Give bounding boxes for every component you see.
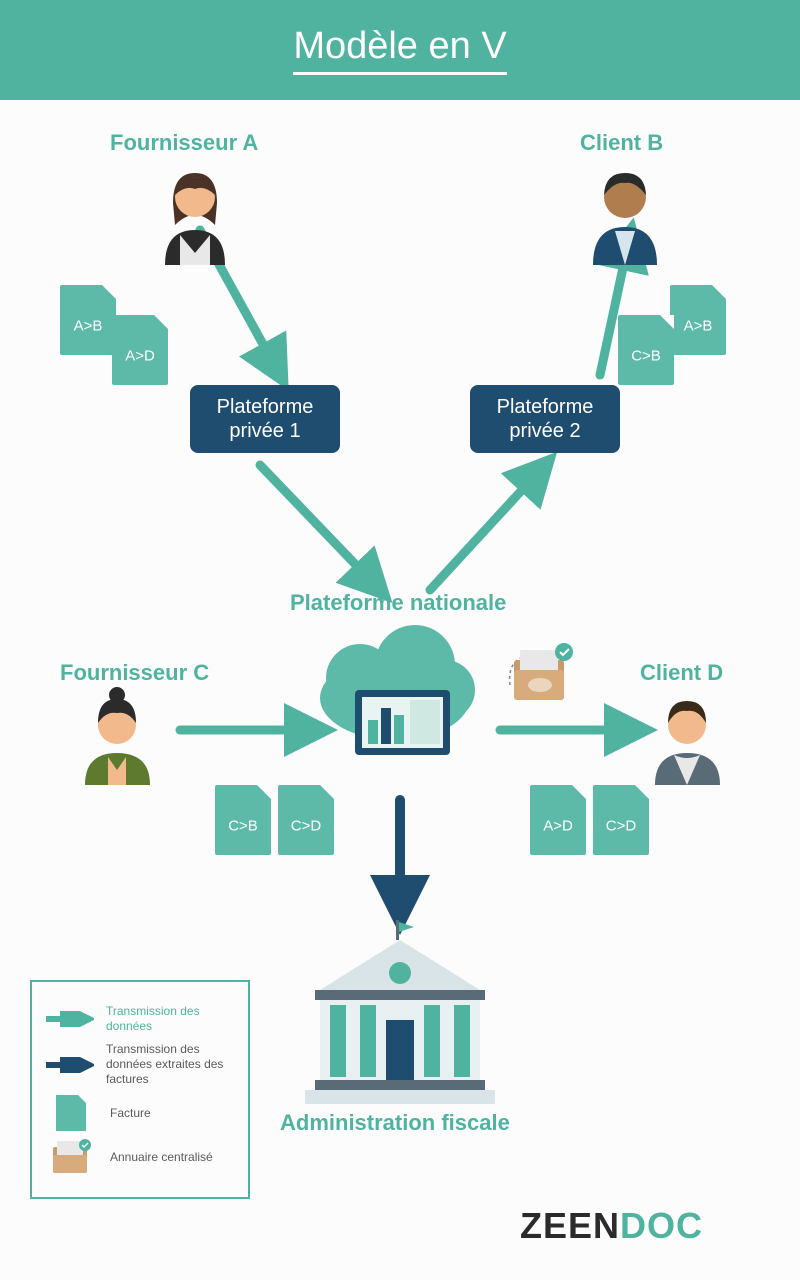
invoice-doc: C>D <box>593 785 649 855</box>
doc-icon <box>44 1095 98 1131</box>
client-d-label: Client D <box>640 660 723 686</box>
invoice-doc: C>B <box>618 315 674 385</box>
diagram-canvas: Fournisseur A Client B Fournisseur C Cli… <box>0 100 800 1280</box>
logo-part-2: DOC <box>620 1205 703 1246</box>
invoice-doc: A>B <box>60 285 116 355</box>
cloud-icon <box>300 620 500 785</box>
building-icon <box>300 920 500 1115</box>
legend-row: Transmission des données extraites des f… <box>44 1042 236 1087</box>
legend-text: Transmission des données extraites des f… <box>106 1042 236 1087</box>
platform-private-1: Plateforme privée 1 <box>190 385 340 453</box>
folder-legend-icon <box>44 1139 98 1175</box>
client-b-label: Client B <box>580 130 663 156</box>
brand-logo: ZEENDOC <box>520 1205 703 1247</box>
page-title: Modèle en V <box>293 25 506 75</box>
avatar-client-d <box>640 685 735 790</box>
legend-row: Transmission des données <box>44 1004 236 1034</box>
avatar-supplier-c <box>70 685 165 790</box>
platform-1-line2: privée 1 <box>229 419 300 443</box>
platform-national-label: Plateforme nationale <box>290 590 506 616</box>
legend-text: Annuaire centralisé <box>110 1150 213 1165</box>
invoice-doc: C>B <box>215 785 271 855</box>
legend-row: Annuaire centralisé <box>44 1139 236 1175</box>
platform-private-2: Plateforme privée 2 <box>470 385 620 453</box>
legend-row: Facture <box>44 1095 236 1131</box>
avatar-supplier-a <box>145 155 245 270</box>
arrow-teal-icon <box>44 1011 94 1027</box>
avatar-client-b <box>575 155 675 270</box>
platform-2-line2: privée 2 <box>509 419 580 443</box>
invoice-doc: A>D <box>112 315 168 385</box>
supplier-a-label: Fournisseur A <box>110 130 258 156</box>
folder-icon <box>500 630 580 715</box>
header-banner: Modèle en V <box>0 0 800 100</box>
platform-2-line1: Plateforme <box>497 395 594 419</box>
legend-text: Facture <box>110 1106 151 1121</box>
supplier-c-label: Fournisseur C <box>60 660 209 686</box>
admin-label: Administration fiscale <box>280 1110 510 1136</box>
legend-box: Transmission des données Transmission des… <box>30 980 250 1199</box>
invoice-doc: A>D <box>530 785 586 855</box>
platform-1-line1: Plateforme <box>217 395 314 419</box>
invoice-doc: A>B <box>670 285 726 355</box>
invoice-doc: C>D <box>278 785 334 855</box>
legend-text: Transmission des données <box>106 1004 236 1034</box>
arrow-navy-icon <box>44 1057 94 1073</box>
logo-part-1: ZEEN <box>520 1205 620 1246</box>
